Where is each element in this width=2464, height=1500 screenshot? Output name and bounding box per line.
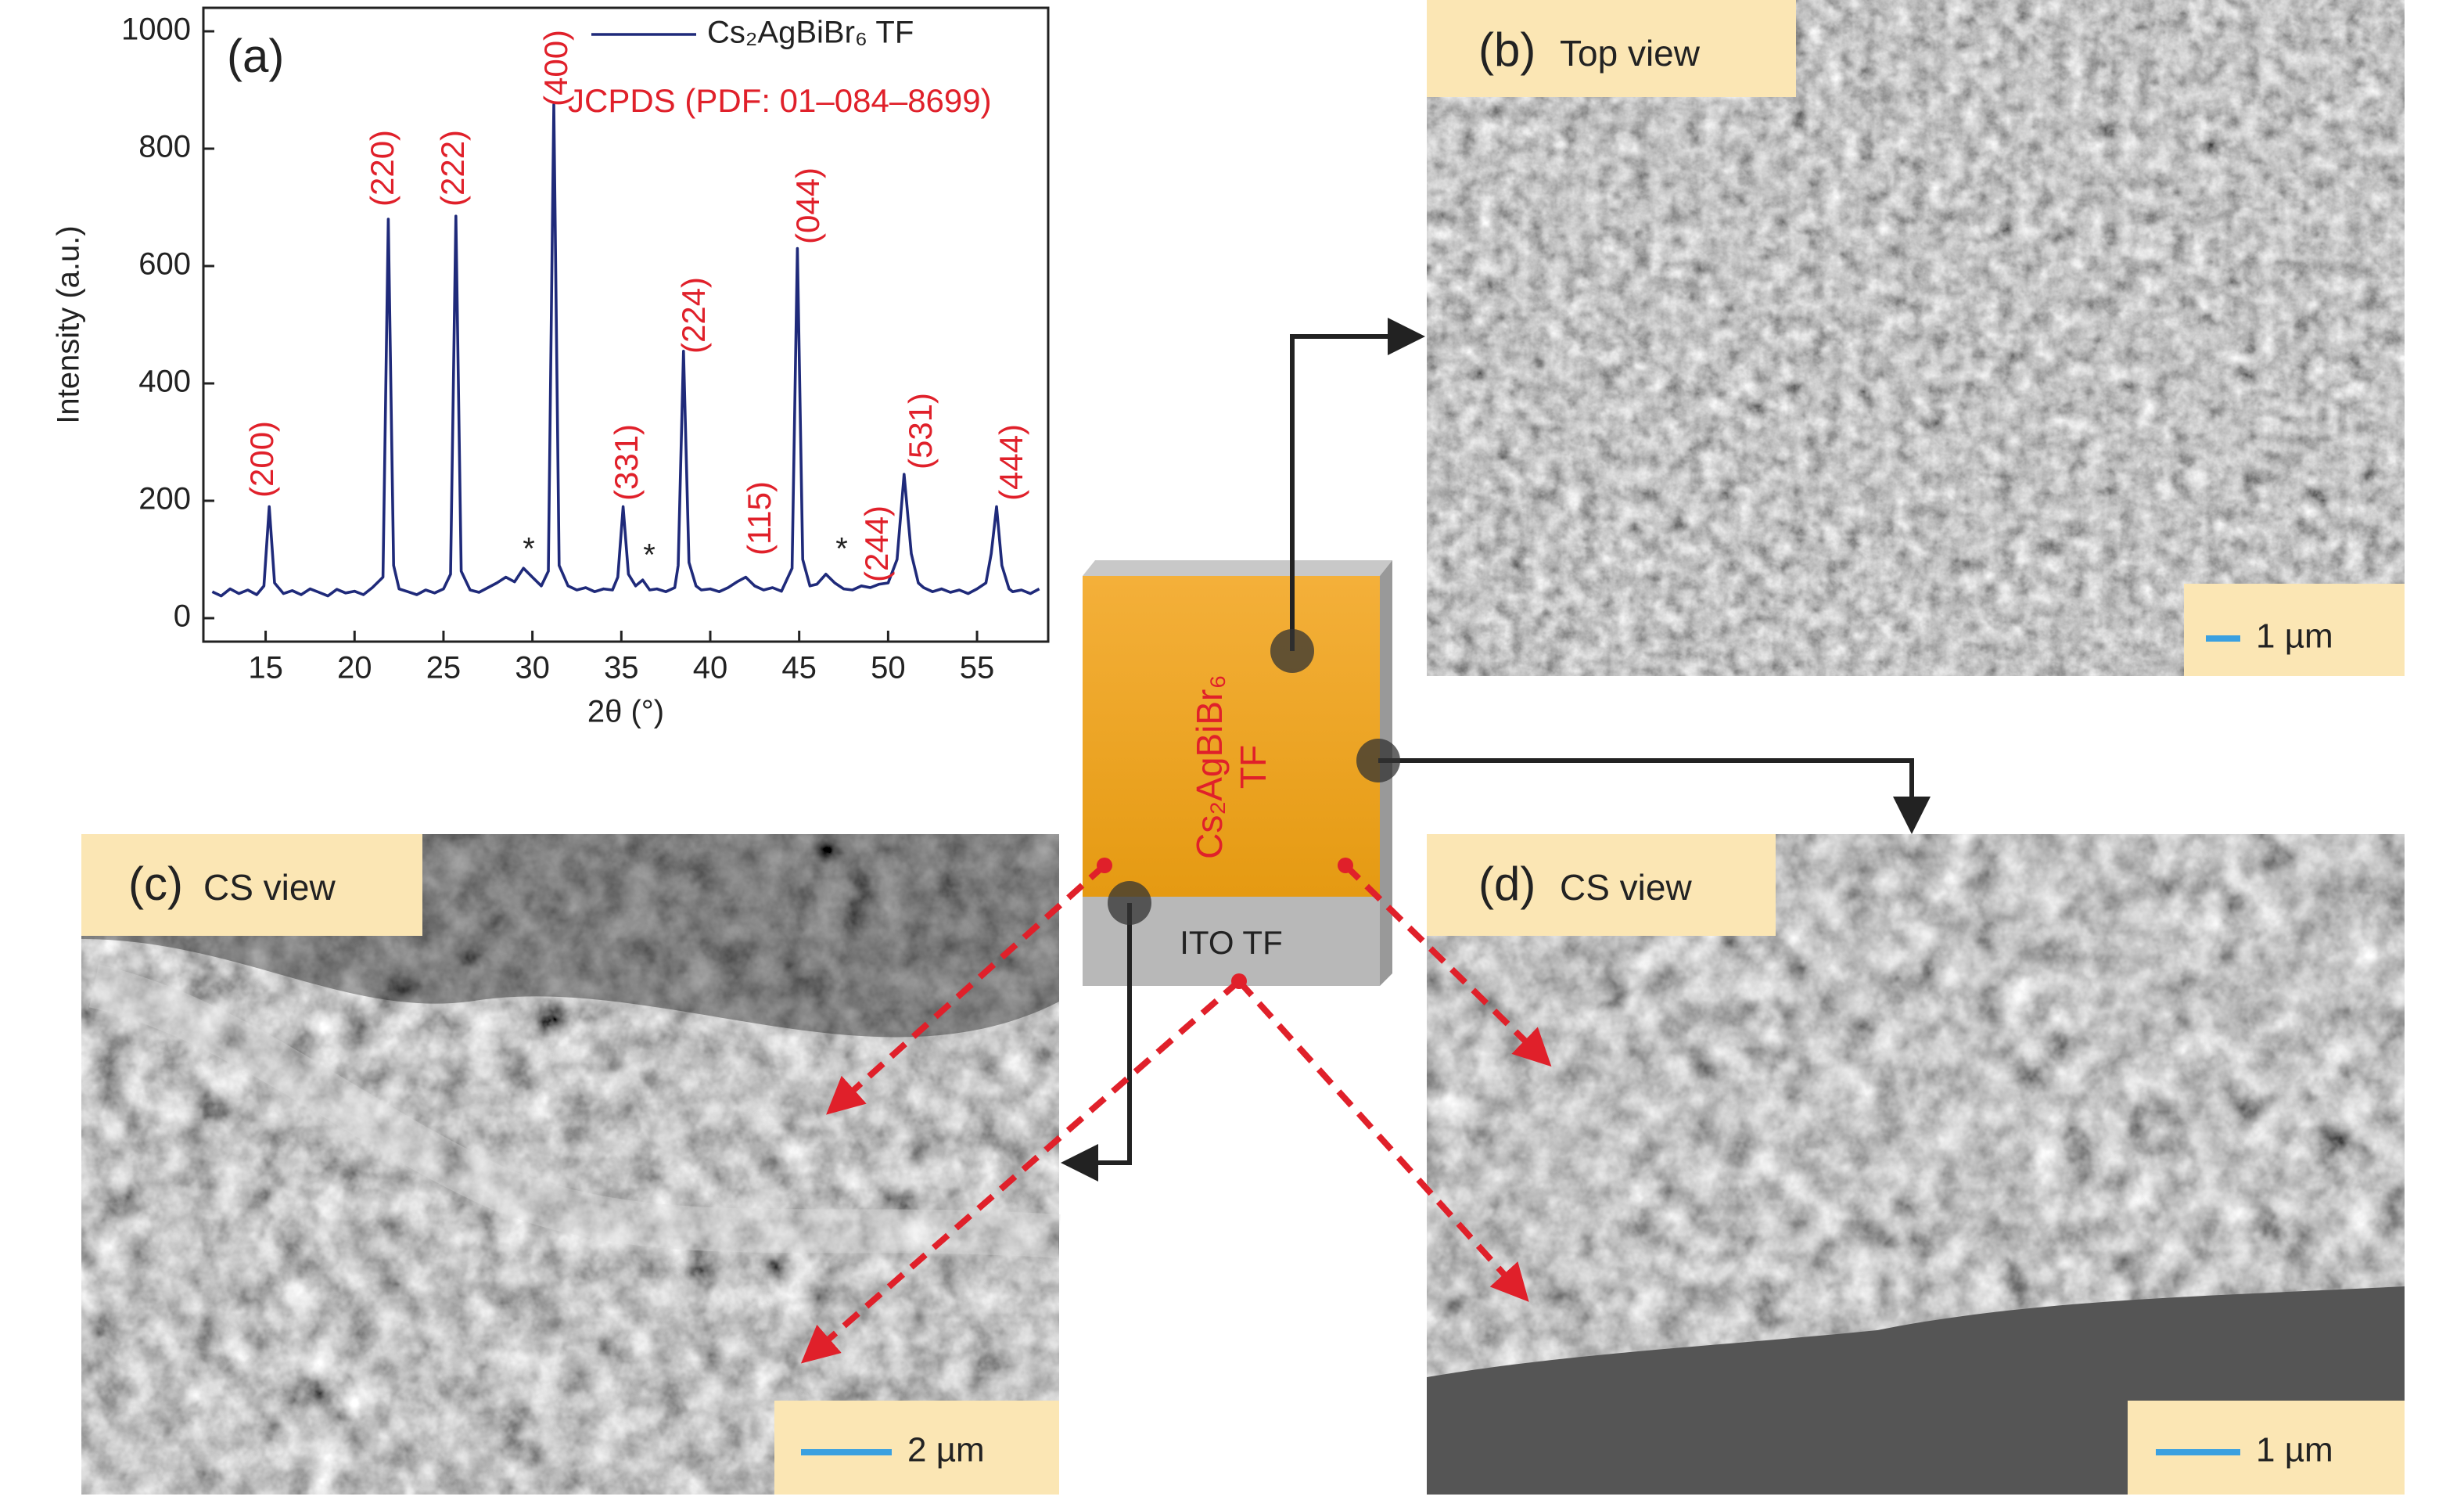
panel-label: (b) <box>1478 23 1536 76</box>
label-box <box>1427 0 1796 97</box>
peak-label: (115) <box>741 481 778 556</box>
dashed-arrow <box>1237 979 1529 1302</box>
x-tick-label: 50 <box>871 651 906 685</box>
peak-label: (244) <box>858 505 895 582</box>
label-box <box>1427 834 1776 936</box>
panel-c: (c) CS view 2 µm <box>81 834 1061 1495</box>
probe-dot <box>1356 739 1400 782</box>
panel-d: (d) CS view 1 µm <box>1427 834 2405 1495</box>
dot <box>1231 973 1247 989</box>
peak-label: (220) <box>364 130 400 207</box>
x-tick-label: 40 <box>693 651 728 685</box>
y-axis-label: Intensity (a.u.) <box>52 225 86 423</box>
panel-b: (b) Top view 1 µm <box>1427 0 2405 676</box>
y-tick-label: 800 <box>138 130 191 164</box>
peak-label: (400) <box>537 30 574 106</box>
y-tick-label: 0 <box>174 599 191 634</box>
reference-label: JCPDS (PDF: 01–084–8699) <box>568 82 992 119</box>
panel-label: (d) <box>1478 858 1536 910</box>
scale-box <box>2128 1401 2405 1495</box>
x-tick-label: 30 <box>515 651 550 685</box>
data-line <box>211 103 1040 598</box>
peak-label: (444) <box>993 424 1029 501</box>
ito-label: ITO TF <box>1180 924 1282 961</box>
scale-label: 2 µm <box>907 1431 985 1469</box>
x-tick-label: 15 <box>248 651 283 685</box>
dot <box>1338 858 1353 873</box>
film-layer <box>1083 576 1380 897</box>
film-label: TF <box>1233 745 1273 789</box>
peak-label: (331) <box>608 424 645 501</box>
impurity-mark: * <box>835 532 848 567</box>
arrow <box>1290 318 1425 651</box>
peak-label: (224) <box>675 277 712 354</box>
sem-image <box>1427 0 2405 676</box>
dashed-arrow <box>1343 863 1552 1067</box>
peak-label: (222) <box>434 130 471 207</box>
x-tick-label: 55 <box>960 651 995 685</box>
probe-dot <box>1108 881 1151 925</box>
panel-label: (a) <box>227 30 284 82</box>
x-tick-label: 35 <box>604 651 639 685</box>
dashed-arrow <box>800 978 1241 1364</box>
x-tick-label: 20 <box>337 651 372 685</box>
sem-image <box>81 834 1059 1495</box>
impurity-mark: * <box>523 532 535 567</box>
x-tick-label: 45 <box>781 651 817 685</box>
film-top <box>1083 560 1392 576</box>
schematic: Cs₂AgBiBr₆ TF ITO TF <box>800 318 1931 1364</box>
panel-title: CS view <box>1560 867 1692 908</box>
scale-label: 1 µm <box>2256 1431 2333 1469</box>
scale-label: 1 µm <box>2256 617 2333 656</box>
panel-title: Top view <box>1560 33 1701 74</box>
peak-label: (200) <box>243 421 280 498</box>
y-tick-label: 600 <box>138 247 191 282</box>
x-tick-label: 25 <box>426 651 462 685</box>
arrow <box>1061 903 1132 1182</box>
panel-title: CS view <box>203 867 336 908</box>
film-label: Cs₂AgBiBr₆ <box>1189 674 1230 859</box>
scale-box <box>2184 584 2405 676</box>
legend-label: Cs₂AgBiBr₆ TF <box>707 16 914 50</box>
plot-frame <box>202 6 1050 643</box>
xrd-chart: 0 200 400 600 800 1000 15 20 25 30 35 40 45 50 55 2θ (°… <box>52 6 1050 729</box>
sem-layer <box>88 964 1061 1258</box>
peak-label: (044) <box>789 167 826 244</box>
y-tick-label: 200 <box>138 482 191 516</box>
y-tick-label: 1000 <box>121 13 191 47</box>
x-axis-label: 2θ (°) <box>587 695 664 729</box>
y-tick-label: 400 <box>138 365 191 399</box>
panel-label: (c) <box>128 858 183 910</box>
probe-dot <box>1270 629 1314 673</box>
label-box <box>81 834 422 936</box>
dashed-arrow <box>826 863 1107 1115</box>
impurity-mark: * <box>643 538 656 573</box>
arrow <box>1378 758 1931 834</box>
dot <box>1097 858 1112 873</box>
peak-label: (531) <box>902 393 939 469</box>
scale-box <box>774 1401 1059 1495</box>
